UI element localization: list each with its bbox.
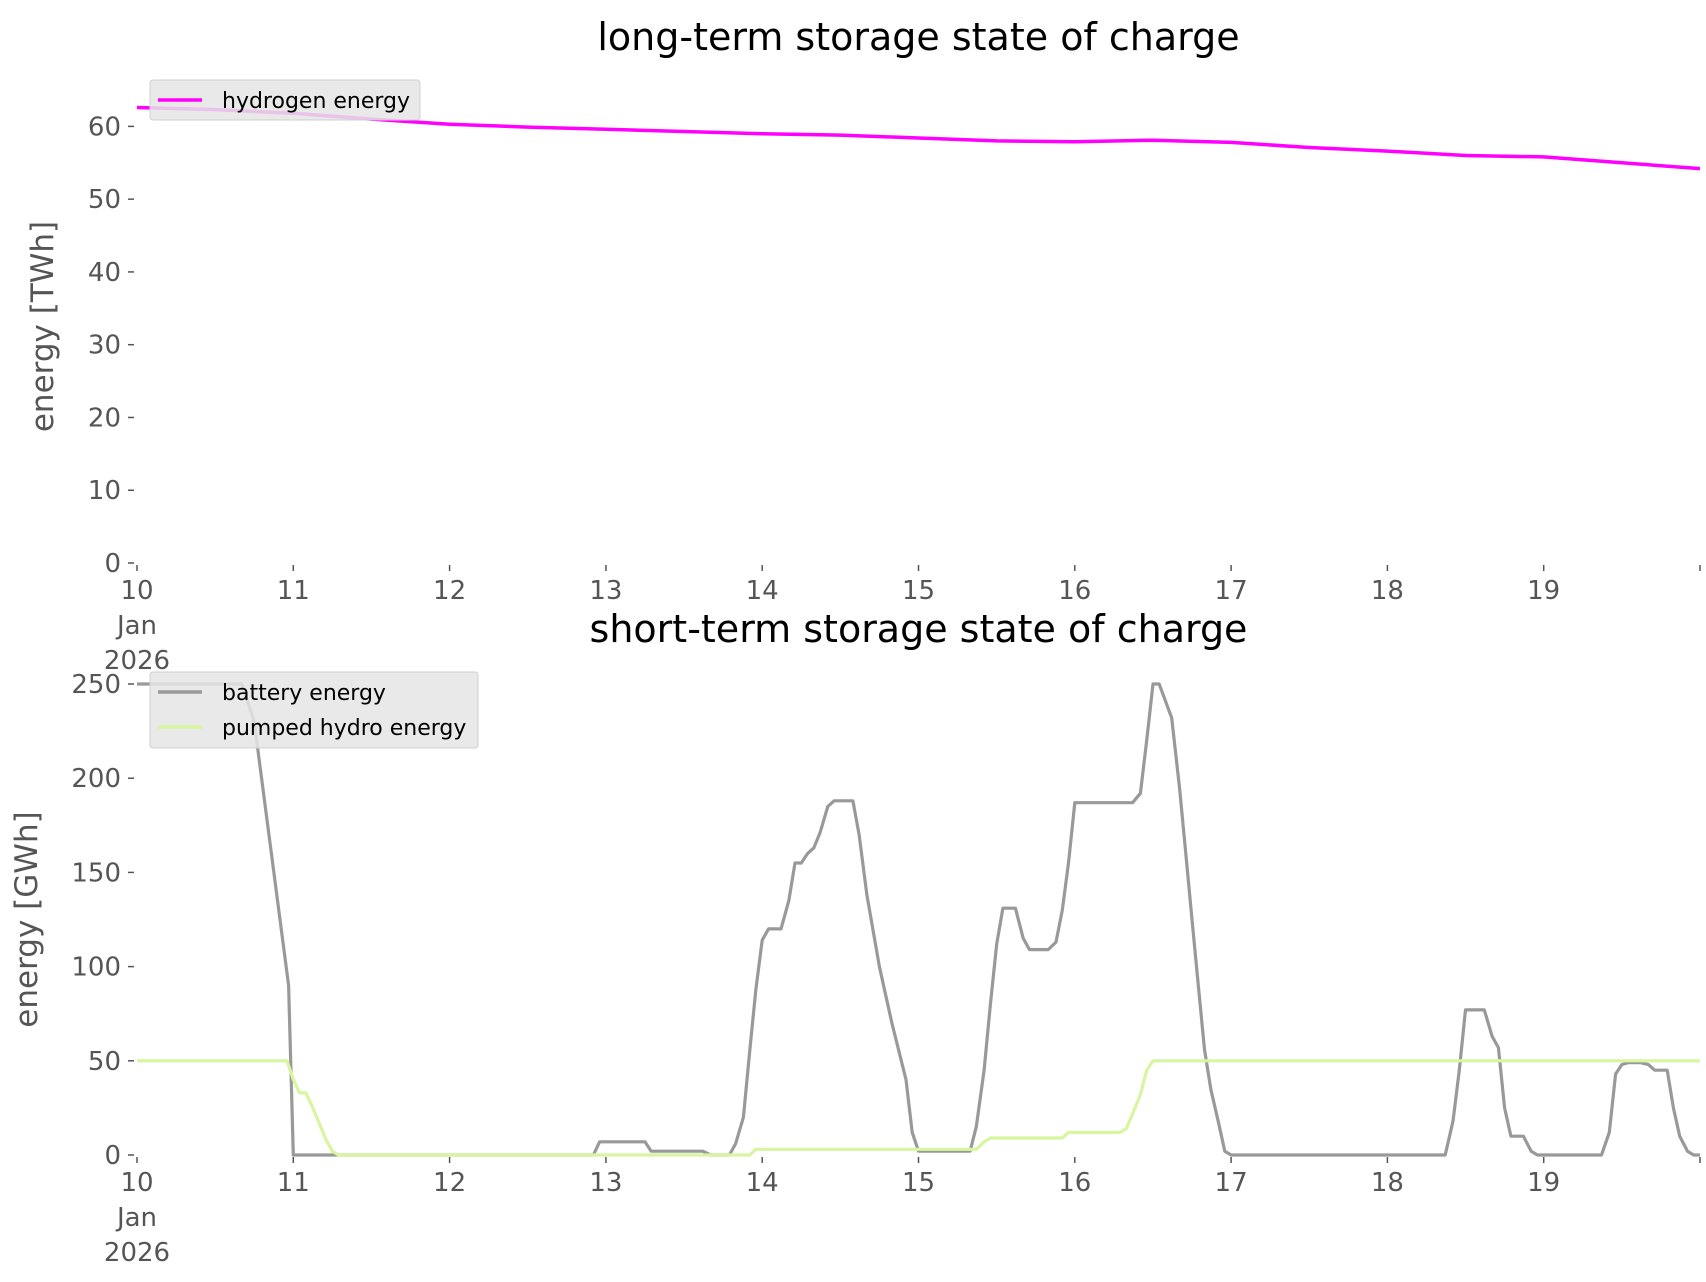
x-tick-label: 19 <box>1527 1168 1560 1198</box>
series-line-pumped-hydro-energy <box>137 1059 1700 1157</box>
series-line-battery-energy <box>137 682 1700 1157</box>
y-tick-label: 50 <box>88 185 121 215</box>
y-tick-label: 250 <box>71 670 121 700</box>
x-tick-label: 17 <box>1215 576 1248 606</box>
x-tick-label: 2026 <box>104 646 170 676</box>
y-tick-label: 150 <box>71 858 121 888</box>
x-tick-label: 16 <box>1058 1168 1091 1198</box>
x-tick-label: 12 <box>433 1168 466 1198</box>
x-tick-label: 2026 <box>104 1238 170 1268</box>
x-tick-label: 17 <box>1215 1168 1248 1198</box>
legend-label-battery-energy: battery energy <box>222 681 386 706</box>
y-tick-label: 100 <box>71 953 121 983</box>
y-axis-label: energy [TWh] <box>25 221 61 432</box>
y-tick-label: 200 <box>71 764 121 794</box>
y-tick-label: 50 <box>88 1047 121 1077</box>
x-tick-label: 13 <box>589 576 622 606</box>
legend-label-pumped-hydro-energy: pumped hydro energy <box>222 716 466 741</box>
legend: battery energy pumped hydro energy <box>149 671 479 749</box>
y-tick-label: 20 <box>88 403 121 433</box>
x-tick-label: 18 <box>1371 576 1404 606</box>
y-tick-label: 60 <box>88 112 121 142</box>
y-tick-label: 0 <box>104 549 121 579</box>
x-tick-label: 11 <box>277 576 310 606</box>
x-tick-label: 15 <box>902 1168 935 1198</box>
chart-panel-1: long-term storage state of charge energy … <box>25 15 1701 676</box>
y-tick-label: 40 <box>88 258 121 288</box>
y-tick-label: 10 <box>88 476 121 506</box>
legend-box <box>149 671 479 749</box>
x-tick-label: 12 <box>433 576 466 606</box>
x-tick-label: 14 <box>746 576 779 606</box>
y-axis-label: energy [GWh] <box>9 811 45 1027</box>
chart-panel-2: short-term storage state of charge energy… <box>9 607 1701 1268</box>
x-tick-label: Jan <box>115 1203 157 1233</box>
x-tick-label: 10 <box>120 1168 153 1198</box>
chart-title: short-term storage state of charge <box>590 607 1248 651</box>
x-tick-label: 14 <box>746 1168 779 1198</box>
legend-box <box>149 79 421 121</box>
x-tick-label: Jan <box>115 611 157 641</box>
x-tick-label: 15 <box>902 576 935 606</box>
x-tick-label: 19 <box>1527 576 1560 606</box>
x-tick-label: 10 <box>120 576 153 606</box>
legend: hydrogen energy <box>149 79 421 121</box>
y-tick-label: 30 <box>88 331 121 361</box>
x-tick-label: 18 <box>1371 1168 1404 1198</box>
series-line-hydrogen-energy <box>136 105 1701 171</box>
y-tick-label: 0 <box>104 1141 121 1171</box>
chart-title: long-term storage state of charge <box>597 15 1239 59</box>
x-tick-label: 11 <box>277 1168 310 1198</box>
x-tick-label: 13 <box>589 1168 622 1198</box>
x-tick-label: 16 <box>1058 576 1091 606</box>
legend-label-hydrogen-energy: hydrogen energy <box>222 89 410 114</box>
